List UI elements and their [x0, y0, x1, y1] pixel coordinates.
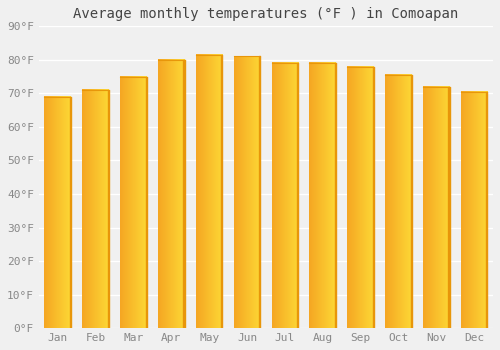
Bar: [486, 92, 488, 328]
Bar: [335, 63, 336, 328]
Bar: [410, 75, 412, 328]
Bar: [259, 56, 260, 328]
Title: Average monthly temperatures (°F ) in Comoapan: Average monthly temperatures (°F ) in Co…: [74, 7, 458, 21]
Bar: [372, 66, 374, 328]
Bar: [297, 63, 298, 328]
Bar: [70, 97, 71, 328]
Bar: [448, 87, 450, 328]
Bar: [108, 90, 109, 328]
